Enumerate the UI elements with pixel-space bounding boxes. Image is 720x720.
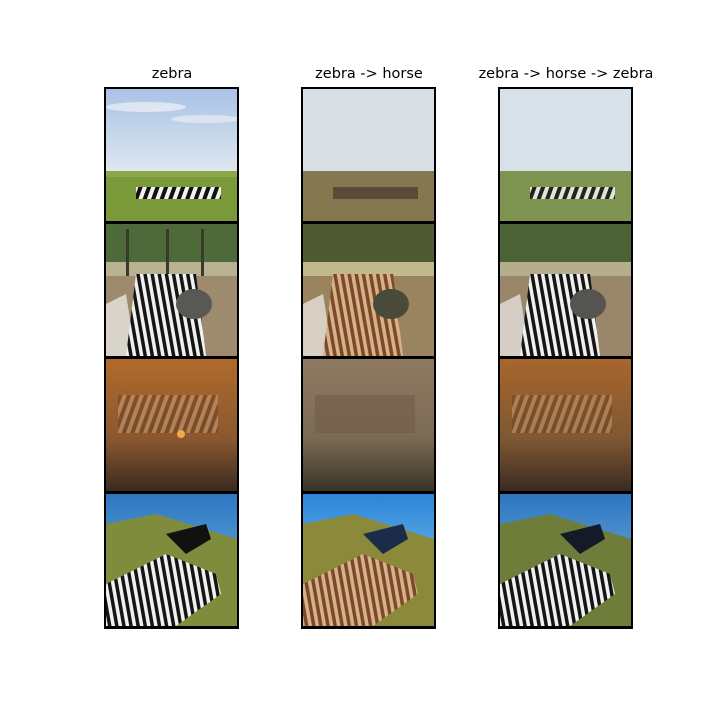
image-zebra-hillside-original <box>106 494 237 626</box>
column-title-translated: zebra -> horse <box>315 66 423 82</box>
column-title-original: zebra <box>151 66 193 82</box>
image-column-original <box>104 87 239 629</box>
column-title-reconstructed: zebra -> horse -> zebra <box>478 66 654 82</box>
image-zebras-dusty-translated <box>303 359 434 491</box>
image-zebras-dusty-original <box>106 359 237 491</box>
image-column-translated <box>301 87 436 629</box>
image-savanna-herd-reconstructed <box>500 89 631 221</box>
image-column-reconstructed <box>498 87 633 629</box>
image-zebra-hillside-translated <box>303 494 434 626</box>
image-zebra-hillside-reconstructed <box>500 494 631 626</box>
image-savanna-herd-translated <box>303 89 434 221</box>
image-zebra-closeup-reconstructed <box>500 224 631 356</box>
image-zebra-closeup-translated <box>303 224 434 356</box>
image-savanna-herd-original <box>106 89 237 221</box>
image-zebras-dusty-reconstructed <box>500 359 631 491</box>
image-zebra-closeup-original <box>106 224 237 356</box>
